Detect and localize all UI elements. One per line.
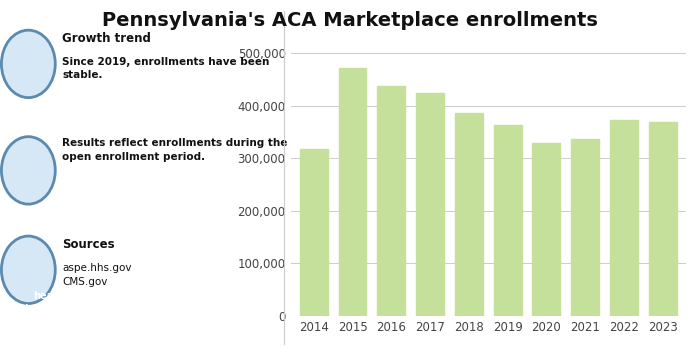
Text: Pennsylvania's ACA Marketplace enrollments: Pennsylvania's ACA Marketplace enrollmen… bbox=[102, 11, 598, 30]
Bar bbox=[494, 125, 522, 316]
Bar bbox=[339, 68, 367, 316]
Circle shape bbox=[1, 236, 55, 304]
Circle shape bbox=[1, 137, 55, 204]
Text: health
insurance
.org™: health insurance .org™ bbox=[24, 291, 78, 326]
Text: Sources: Sources bbox=[62, 238, 115, 251]
Bar bbox=[571, 140, 599, 316]
Text: Since 2019, enrollments have been
stable.: Since 2019, enrollments have been stable… bbox=[62, 57, 270, 80]
Bar bbox=[610, 120, 638, 316]
Bar bbox=[416, 93, 444, 316]
Text: Growth trend: Growth trend bbox=[62, 32, 151, 45]
Bar bbox=[377, 86, 405, 316]
Bar bbox=[455, 113, 483, 316]
Bar bbox=[300, 149, 328, 316]
Text: aspe.hhs.gov
CMS.gov: aspe.hhs.gov CMS.gov bbox=[62, 263, 132, 287]
Bar bbox=[533, 143, 561, 316]
Circle shape bbox=[1, 30, 55, 98]
Bar bbox=[649, 122, 677, 316]
Text: Results reflect enrollments during the
open enrollment period.: Results reflect enrollments during the o… bbox=[62, 138, 288, 162]
